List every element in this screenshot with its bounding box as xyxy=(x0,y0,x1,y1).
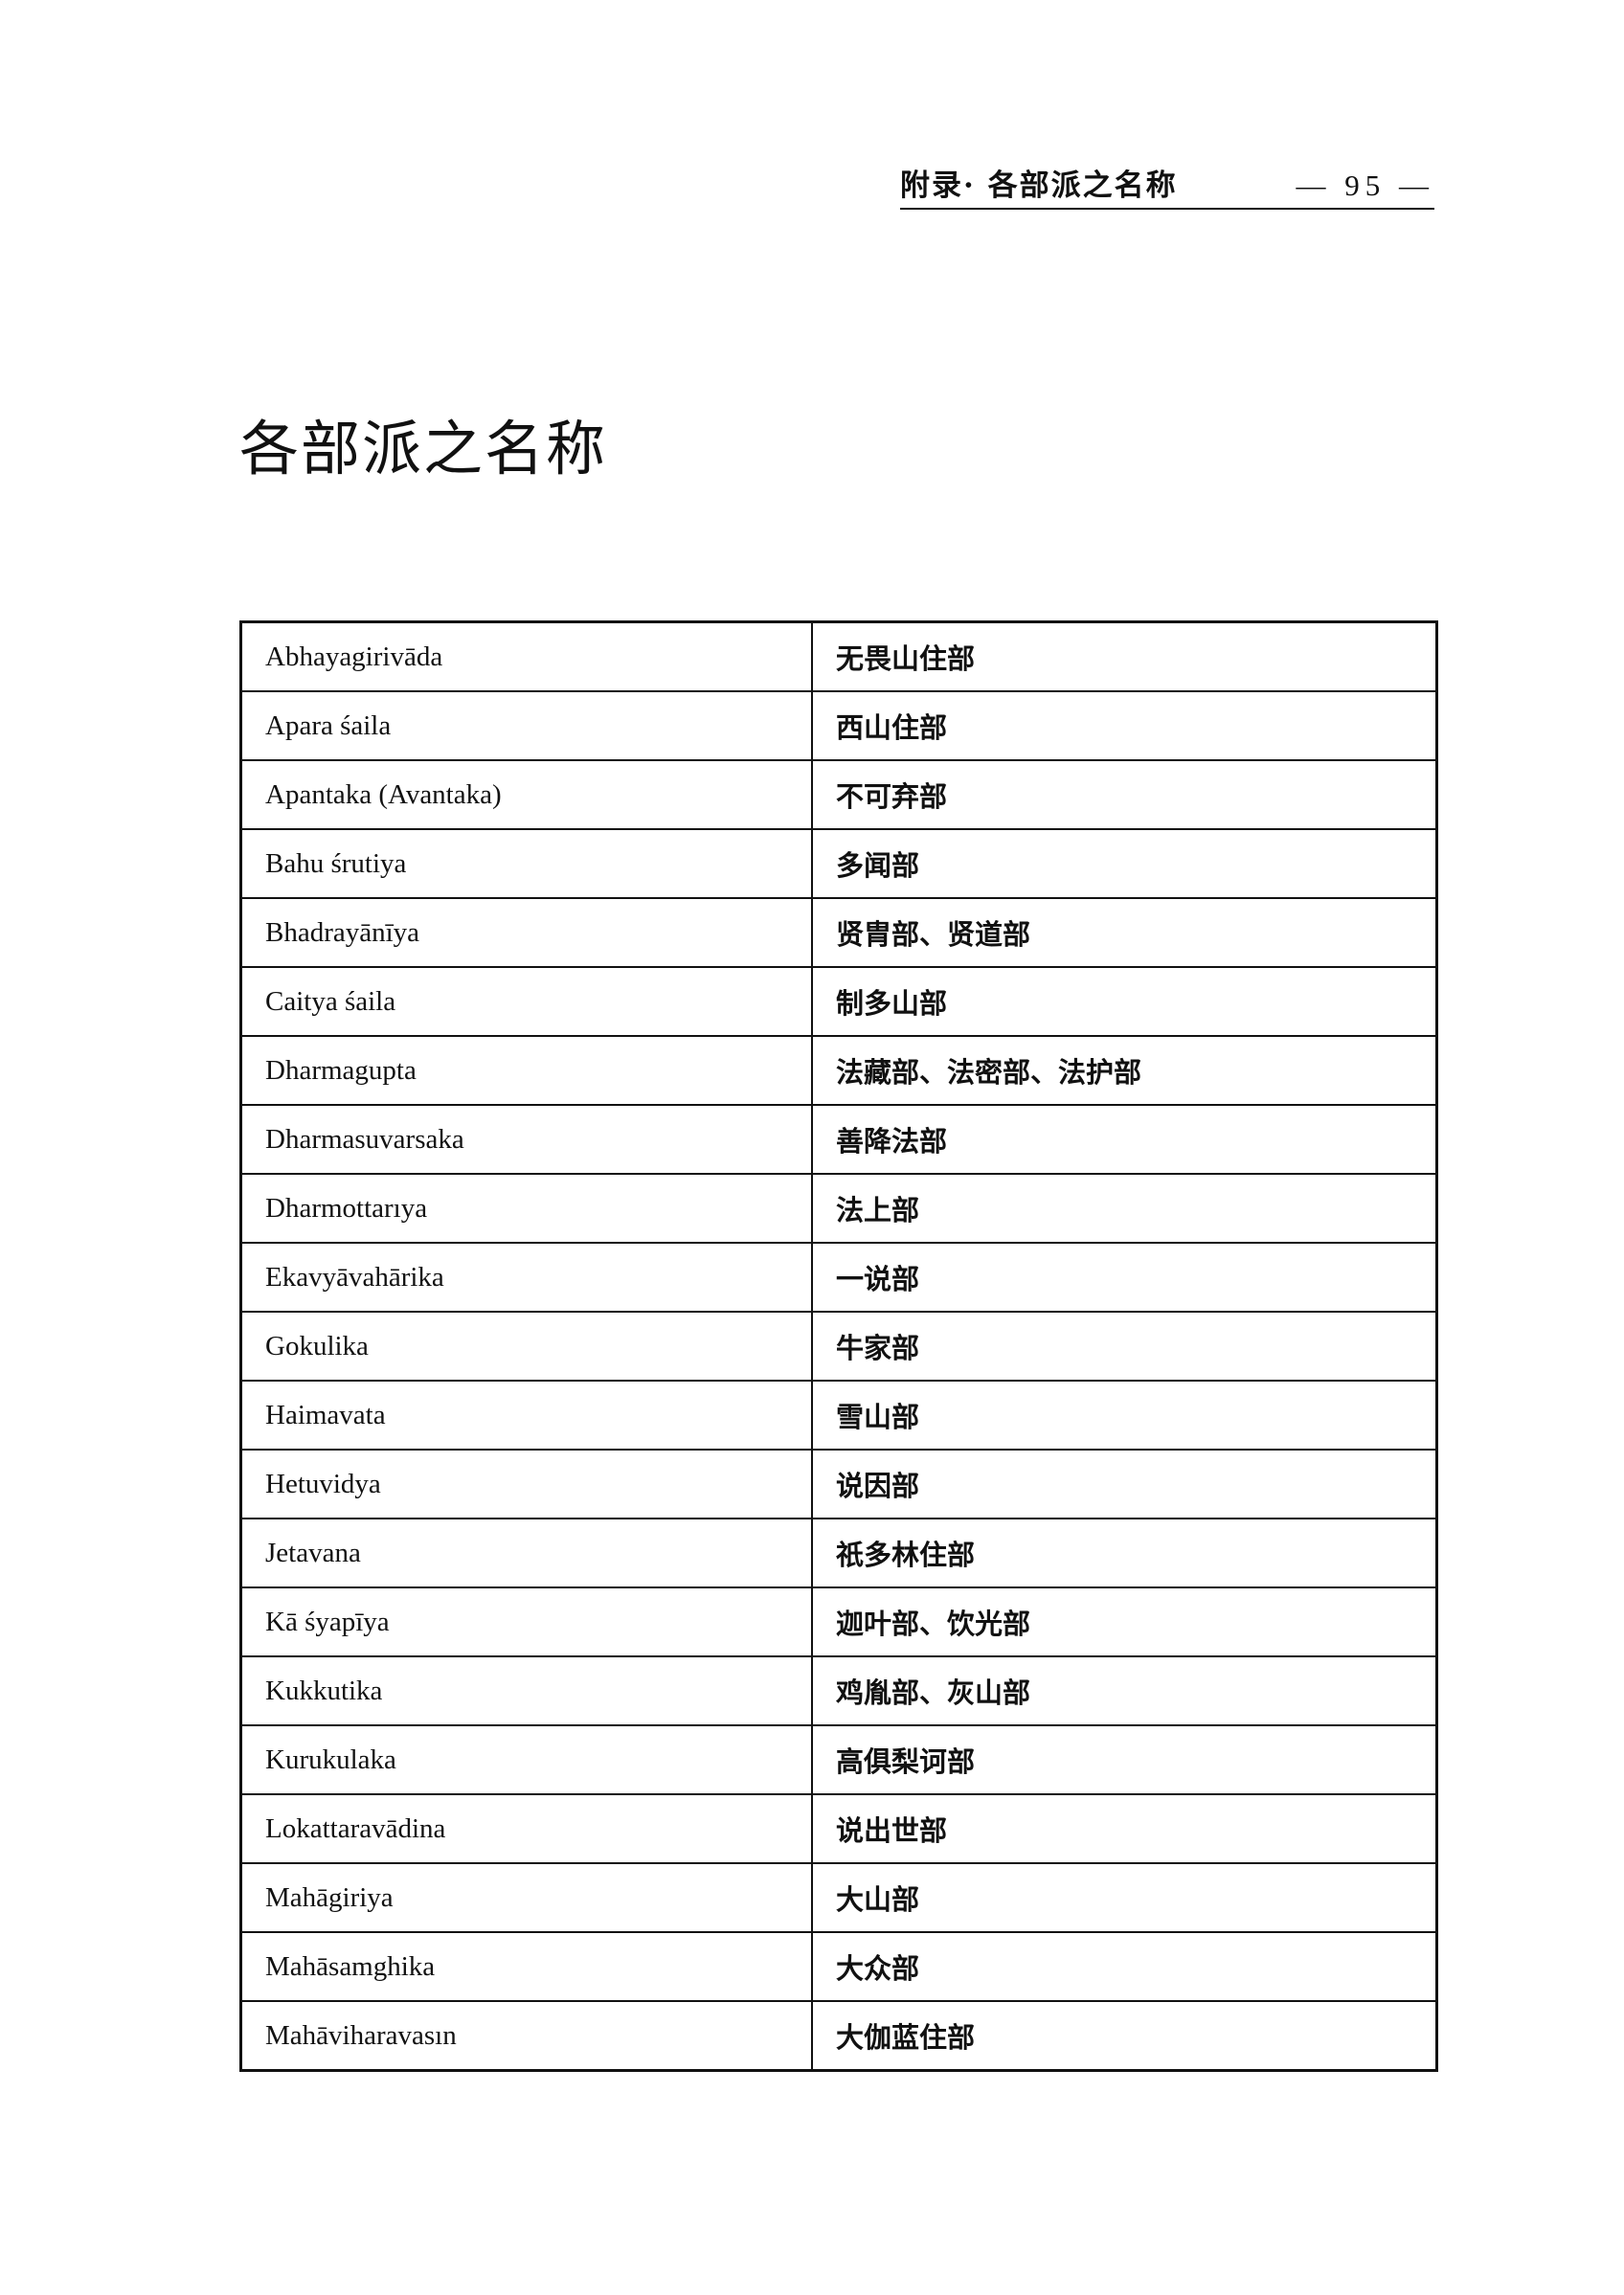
table-row: Mahāsamghika 大众部 xyxy=(239,1931,1438,2002)
sanskrit-name: Apantaka (Avantaka) xyxy=(239,759,813,830)
sanskrit-name: Mahāviharavasın xyxy=(239,2000,813,2072)
table-row: Bahu śrutiya 多闻部 xyxy=(239,828,1438,899)
chinese-name: 贤胄部、贤道部 xyxy=(811,897,1438,968)
sanskrit-name: Kukkutika xyxy=(239,1655,813,1726)
chinese-name: 制多山部 xyxy=(811,966,1438,1037)
sanskrit-name: Haimavata xyxy=(239,1380,813,1451)
chinese-name: 高俱梨诃部 xyxy=(811,1724,1438,1795)
sanskrit-name: Abhayagirivāda xyxy=(239,620,813,692)
table-row: Mahāviharavasın 大伽蓝住部 xyxy=(239,2000,1438,2072)
sanskrit-name: Bhadrayānīya xyxy=(239,897,813,968)
sanskrit-name: Apara śaila xyxy=(239,690,813,761)
table-row: Kā śyapīya 迦叶部、饮光部 xyxy=(239,1586,1438,1657)
running-header: 附录· 各部派之名称 — 95 — xyxy=(900,161,1434,210)
table-row: Apara śaila 西山住部 xyxy=(239,690,1438,761)
chinese-name: 无畏山住部 xyxy=(811,620,1438,692)
chinese-name: 大山部 xyxy=(811,1862,1438,1933)
school-names-table: Abhayagirivāda 无畏山住部 Apara śaila 西山住部 Apanta… xyxy=(239,620,1438,2072)
page-title: 各部派之名称 xyxy=(239,414,608,484)
sanskrit-name: Jetavana xyxy=(239,1518,813,1588)
chinese-name: 法上部 xyxy=(811,1173,1438,1244)
table-row: Apantaka (Avantaka) 不可弃部 xyxy=(239,759,1438,830)
chinese-name: 说因部 xyxy=(811,1449,1438,1519)
sanskrit-name: Mahāgiriya xyxy=(239,1862,813,1933)
page-number: — 95 — xyxy=(1296,169,1434,202)
chinese-name: 雪山部 xyxy=(811,1380,1438,1451)
table-row: Haimavata 雪山部 xyxy=(239,1380,1438,1451)
sanskrit-name: Dharmottarıya xyxy=(239,1173,813,1244)
chinese-name: 鸡胤部、灰山部 xyxy=(811,1655,1438,1726)
table-row: Dharmottarıya 法上部 xyxy=(239,1173,1438,1244)
chinese-name: 牛家部 xyxy=(811,1311,1438,1382)
chinese-name: 不可弃部 xyxy=(811,759,1438,830)
table-row: Caitya śaila 制多山部 xyxy=(239,966,1438,1037)
sanskrit-name: Dharmagupta xyxy=(239,1035,813,1106)
table-row: Lokattaravādina 说出世部 xyxy=(239,1793,1438,1864)
table-row: Kurukulaka 高俱梨诃部 xyxy=(239,1724,1438,1795)
chinese-name: 西山住部 xyxy=(811,690,1438,761)
table-row: Bhadrayānīya 贤胄部、贤道部 xyxy=(239,897,1438,968)
sanskrit-name: Bahu śrutiya xyxy=(239,828,813,899)
chinese-name: 法藏部、法密部、法护部 xyxy=(811,1035,1438,1106)
sanskrit-name: Dharmasuvarsaka xyxy=(239,1104,813,1175)
running-header-section: 附录· 各部派之名称 xyxy=(900,169,1178,203)
sanskrit-name: Gokulika xyxy=(239,1311,813,1382)
table-row: Mahāgiriya 大山部 xyxy=(239,1862,1438,1933)
table-row: Kukkutika 鸡胤部、灰山部 xyxy=(239,1655,1438,1726)
sanskrit-name: Hetuvidya xyxy=(239,1449,813,1519)
sanskrit-name: Mahāsamghika xyxy=(239,1931,813,2002)
table-row: Abhayagirivāda 无畏山住部 xyxy=(239,620,1438,692)
chinese-name: 善降法部 xyxy=(811,1104,1438,1175)
table-row: Dharmagupta 法藏部、法密部、法护部 xyxy=(239,1035,1438,1106)
sanskrit-name: Kā śyapīya xyxy=(239,1586,813,1657)
chinese-name: 一说部 xyxy=(811,1242,1438,1313)
table-row: Ekavyāvahārika 一说部 xyxy=(239,1242,1438,1313)
table-row: Dharmasuvarsaka 善降法部 xyxy=(239,1104,1438,1175)
chinese-name: 多闻部 xyxy=(811,828,1438,899)
chinese-name: 迦叶部、饮光部 xyxy=(811,1586,1438,1657)
table-row: Jetavana 祇多林住部 xyxy=(239,1518,1438,1588)
sanskrit-name: Lokattaravādina xyxy=(239,1793,813,1864)
table-row: Hetuvidya 说因部 xyxy=(239,1449,1438,1519)
chinese-name: 祇多林住部 xyxy=(811,1518,1438,1588)
chinese-name: 说出世部 xyxy=(811,1793,1438,1864)
chinese-name: 大众部 xyxy=(811,1931,1438,2002)
table-row: Gokulika 牛家部 xyxy=(239,1311,1438,1382)
sanskrit-name: Ekavyāvahārika xyxy=(239,1242,813,1313)
chinese-name: 大伽蓝住部 xyxy=(811,2000,1438,2072)
sanskrit-name: Caitya śaila xyxy=(239,966,813,1037)
sanskrit-name: Kurukulaka xyxy=(239,1724,813,1795)
